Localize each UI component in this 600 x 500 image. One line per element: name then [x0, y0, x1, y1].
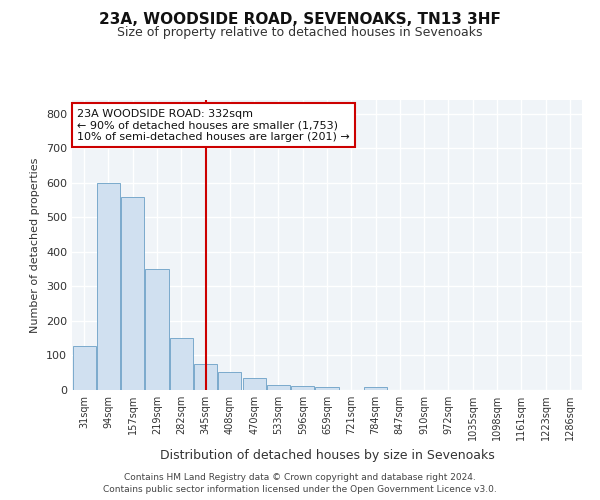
Bar: [194, 364, 217, 390]
X-axis label: Distribution of detached houses by size in Sevenoaks: Distribution of detached houses by size …: [160, 448, 494, 462]
Bar: [364, 387, 387, 390]
Bar: [267, 385, 290, 390]
Y-axis label: Number of detached properties: Number of detached properties: [31, 158, 40, 332]
Bar: [97, 183, 120, 390]
Bar: [145, 269, 169, 390]
Bar: [242, 378, 266, 390]
Bar: [73, 346, 95, 390]
Bar: [316, 387, 338, 390]
Text: Contains public sector information licensed under the Open Government Licence v3: Contains public sector information licen…: [103, 485, 497, 494]
Text: 23A, WOODSIDE ROAD, SEVENOAKS, TN13 3HF: 23A, WOODSIDE ROAD, SEVENOAKS, TN13 3HF: [99, 12, 501, 28]
Text: 23A WOODSIDE ROAD: 332sqm
← 90% of detached houses are smaller (1,753)
10% of se: 23A WOODSIDE ROAD: 332sqm ← 90% of detac…: [77, 108, 350, 142]
Text: Contains HM Land Registry data © Crown copyright and database right 2024.: Contains HM Land Registry data © Crown c…: [124, 472, 476, 482]
Bar: [170, 338, 193, 390]
Bar: [121, 196, 144, 390]
Bar: [291, 386, 314, 390]
Bar: [218, 372, 241, 390]
Text: Size of property relative to detached houses in Sevenoaks: Size of property relative to detached ho…: [117, 26, 483, 39]
